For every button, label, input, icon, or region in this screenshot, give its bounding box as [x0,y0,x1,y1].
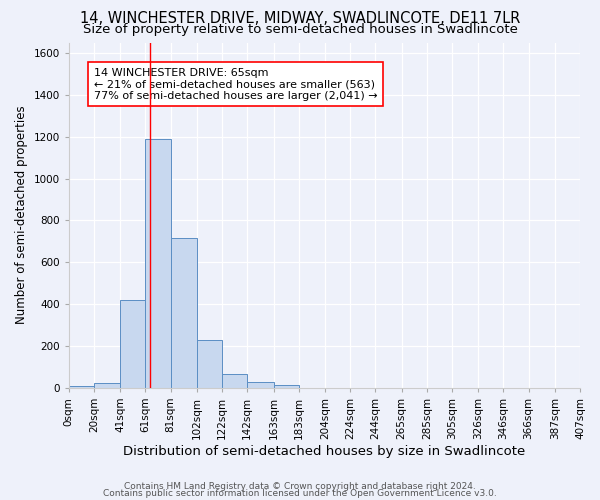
Bar [247,382,274,388]
Y-axis label: Number of semi-detached properties: Number of semi-detached properties [15,106,28,324]
Bar [94,382,121,388]
Text: Contains public sector information licensed under the Open Government Licence v3: Contains public sector information licen… [103,489,497,498]
Text: 14, WINCHESTER DRIVE, MIDWAY, SWADLINCOTE, DE11 7LR: 14, WINCHESTER DRIVE, MIDWAY, SWADLINCOT… [80,11,520,26]
Bar [121,300,145,388]
Bar [69,386,94,388]
Bar [197,340,222,388]
X-axis label: Distribution of semi-detached houses by size in Swadlincote: Distribution of semi-detached houses by … [123,444,526,458]
Text: 14 WINCHESTER DRIVE: 65sqm
← 21% of semi-detached houses are smaller (563)
77% o: 14 WINCHESTER DRIVE: 65sqm ← 21% of semi… [94,68,377,101]
Bar [222,374,247,388]
Bar [274,386,299,388]
Bar [145,139,170,388]
Text: Contains HM Land Registry data © Crown copyright and database right 2024.: Contains HM Land Registry data © Crown c… [124,482,476,491]
Bar [170,238,197,388]
Text: Size of property relative to semi-detached houses in Swadlincote: Size of property relative to semi-detach… [83,22,517,36]
